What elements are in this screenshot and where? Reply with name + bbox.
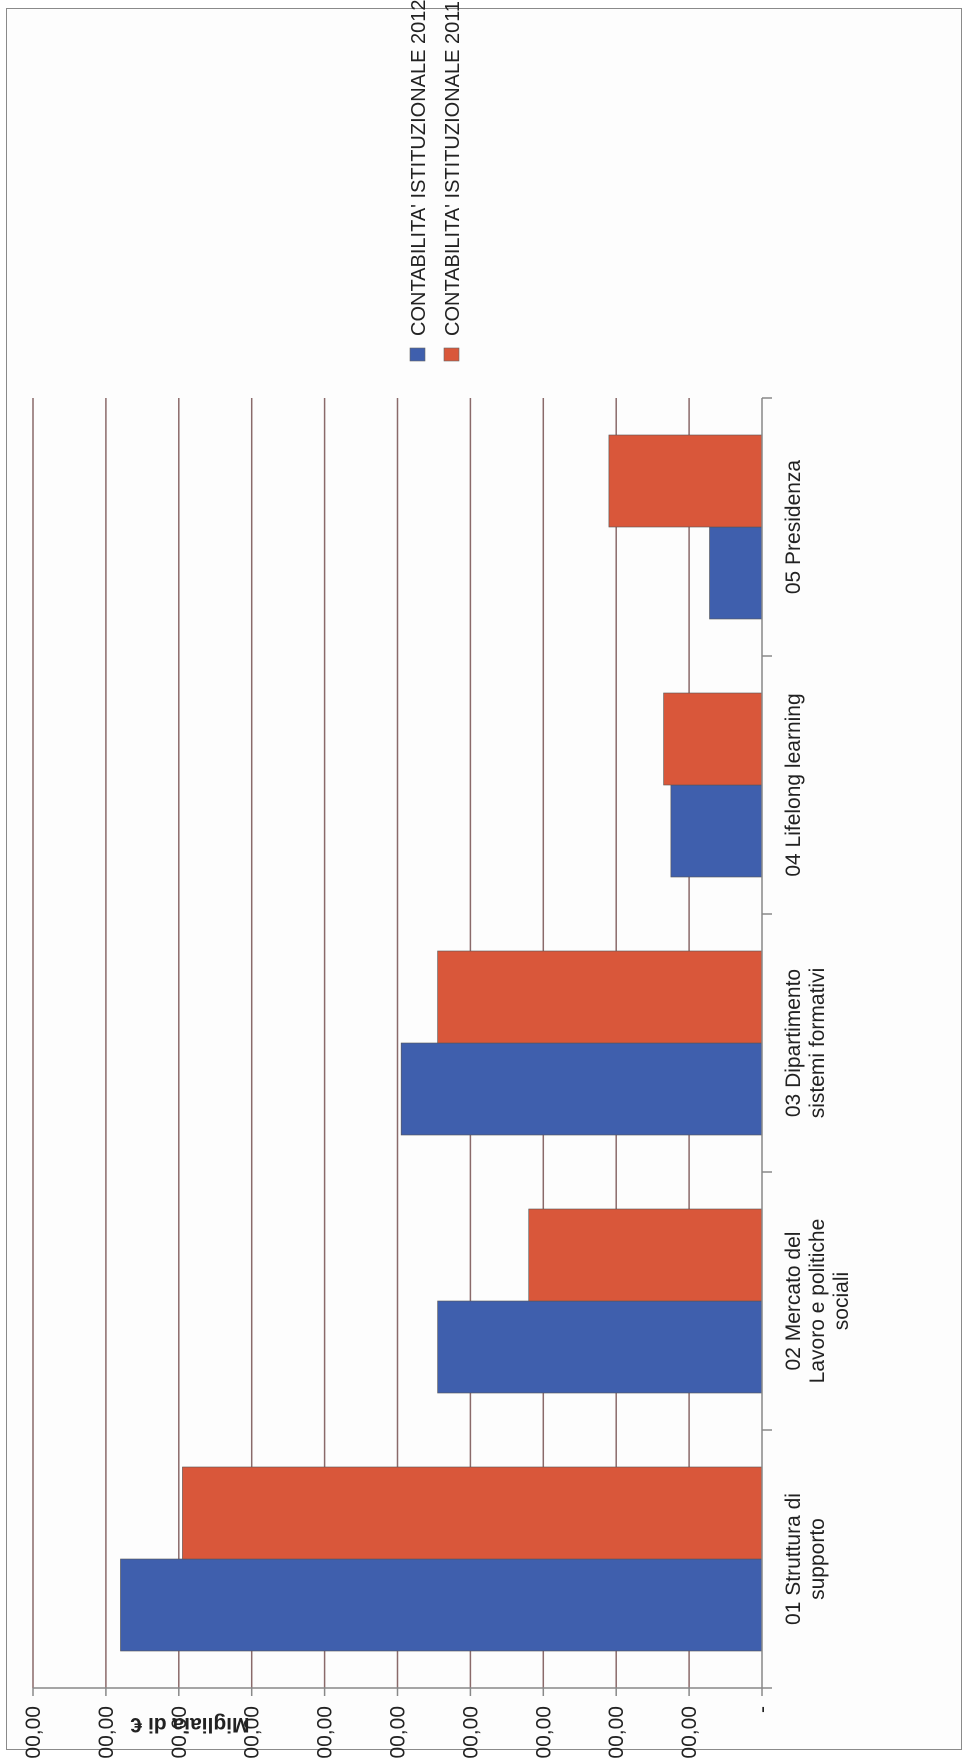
- y-tick-label: 9.000,00: [95, 1706, 118, 1758]
- category-label: 03 Dipartimento: [782, 969, 805, 1117]
- bar-2012-1: [120, 1558, 763, 1652]
- y-tick-label: 1.000,00: [678, 1706, 701, 1758]
- category-label: 01 Struttura di: [782, 1493, 805, 1625]
- category-label: 04 Lifelong learning: [782, 693, 805, 876]
- category-labels: 01 Struttura di supporto 02 Mercato del Lav…: [782, 460, 853, 1625]
- bar-2012-4: [670, 784, 763, 878]
- bar-2011-3: [437, 950, 763, 1044]
- y-axis-label: Migliaia di €: [130, 1713, 249, 1736]
- legend-swatch: [409, 347, 426, 362]
- bar-2011-5: [608, 434, 763, 528]
- y-tick-label: 2.000,00: [605, 1706, 628, 1758]
- y-tick-label: 10.000,00: [22, 1706, 45, 1758]
- category-label: Lavoro e politiche: [806, 1219, 829, 1384]
- chart-frame: [6, 8, 962, 1750]
- y-tick-label: 6.000,00: [314, 1706, 337, 1758]
- bar-2012-5: [709, 526, 763, 620]
- legend: CONTABILITA' ISTITUZIONALE 2012 CONTABILI…: [408, 0, 464, 362]
- y-tick-label: 5.000,00: [387, 1706, 410, 1758]
- bars: [120, 434, 763, 1652]
- bar-2011-1: [182, 1466, 763, 1560]
- category-label: 02 Mercato del: [782, 1232, 805, 1371]
- bar-2011-4: [663, 692, 763, 786]
- category-label: 05 Presidenza: [782, 460, 805, 595]
- y-tick-labels: - 1.000,00 2.000,00 3.000,00 4.000,00 5.000,0…: [22, 1706, 774, 1758]
- bar-2012-3: [400, 1042, 763, 1136]
- bar-2012-2: [437, 1300, 763, 1394]
- y-tick-label: 7.000,00: [241, 1706, 264, 1758]
- legend-swatch: [443, 347, 460, 362]
- bar-2011-2: [528, 1208, 763, 1302]
- legend-label: CONTABILITA' ISTITUZIONALE 2012: [408, 0, 430, 336]
- y-tick-label: 8.000,00: [168, 1706, 191, 1758]
- y-tick-label: -: [751, 1706, 774, 1713]
- y-tick-label: 3.000,00: [532, 1706, 555, 1758]
- category-label: sociali: [830, 1272, 853, 1330]
- category-label: supporto: [806, 1518, 829, 1600]
- axis: [32, 397, 772, 1696]
- y-tick-label: 4.000,00: [459, 1706, 482, 1758]
- category-label: sistemi formativi: [806, 968, 829, 1119]
- legend-label: CONTABILITA' ISTITUZIONALE 2011: [442, 1, 464, 336]
